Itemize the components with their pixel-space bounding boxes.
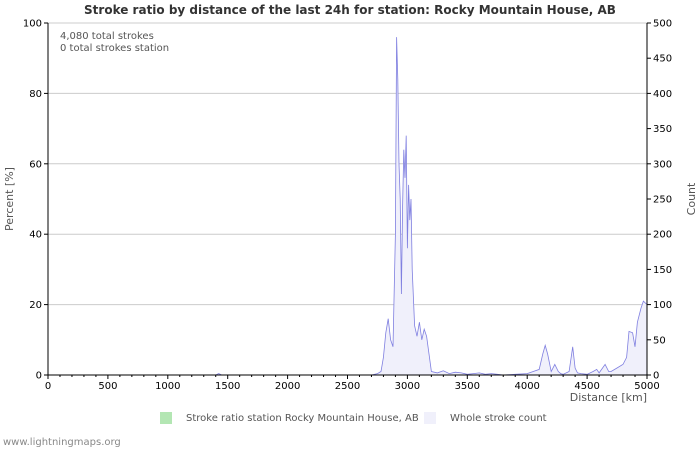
y-right-tick-9: 450 <box>653 54 672 65</box>
x-tick-5: 2500 <box>335 381 360 392</box>
y-left-tick-1: 20 <box>29 300 42 311</box>
y-right-label: Count <box>685 182 698 215</box>
x-tick-6: 3000 <box>395 381 420 392</box>
series-whole-stroke-count-line <box>48 37 648 376</box>
y-right-tick-10: 500 <box>653 19 672 30</box>
x-tick-1: 500 <box>98 381 117 392</box>
legend-item-whole-count[interactable]: Whole stroke count <box>424 412 547 424</box>
plot-area <box>48 37 648 376</box>
annotation-total-strokes-station: 0 total strokes station <box>60 43 169 54</box>
y-right-tick-7: 350 <box>653 124 672 135</box>
legend-label-whole-count: Whole stroke count <box>450 412 547 424</box>
y-right-tick-3: 150 <box>653 265 672 276</box>
y-right-tick-6: 300 <box>653 159 672 170</box>
y-left-tick-5: 100 <box>23 19 42 30</box>
legend-item-station-ratio[interactable]: Stroke ratio station Rocky Mountain Hous… <box>160 412 419 424</box>
legend-swatch-whole-count <box>424 412 436 424</box>
y-right-tick-4: 200 <box>653 230 672 241</box>
x-tick-9: 4500 <box>574 381 599 392</box>
annotation-total-strokes: 4,080 total strokes <box>60 31 154 42</box>
x-tick-7: 3500 <box>455 381 480 392</box>
grid-lines <box>48 22 647 376</box>
tick-labels: 0204060801000501001502002503003504004505… <box>23 19 672 393</box>
y-right-tick-0: 0 <box>653 371 659 382</box>
legend-swatch-station-ratio <box>160 412 172 424</box>
y-right-tick-2: 100 <box>653 300 672 311</box>
y-right-tick-5: 250 <box>653 195 672 206</box>
x-tick-10: 5000 <box>634 381 659 392</box>
x-tick-8: 4000 <box>514 381 539 392</box>
y-left-tick-4: 80 <box>29 89 42 100</box>
chart-title: Stroke ratio by distance of the last 24h… <box>84 3 616 17</box>
y-left-label: Percent [%] <box>3 167 16 231</box>
y-left-tick-2: 40 <box>29 230 42 241</box>
y-right-tick-8: 400 <box>653 89 672 100</box>
series-whole-stroke-count-fill <box>48 37 647 375</box>
x-axis-label: Distance [km] <box>570 391 647 404</box>
axes <box>44 22 651 379</box>
y-left-tick-0: 0 <box>36 371 42 382</box>
x-tick-0: 0 <box>45 381 51 392</box>
x-tick-3: 1500 <box>215 381 240 392</box>
x-tick-2: 1000 <box>155 381 180 392</box>
x-tick-4: 2000 <box>275 381 300 392</box>
y-right-tick-1: 50 <box>653 335 666 346</box>
legend-label-station-ratio: Stroke ratio station Rocky Mountain Hous… <box>186 412 419 424</box>
footer-credit[interactable]: www.lightningmaps.org <box>3 437 121 448</box>
y-left-tick-3: 60 <box>29 159 42 170</box>
